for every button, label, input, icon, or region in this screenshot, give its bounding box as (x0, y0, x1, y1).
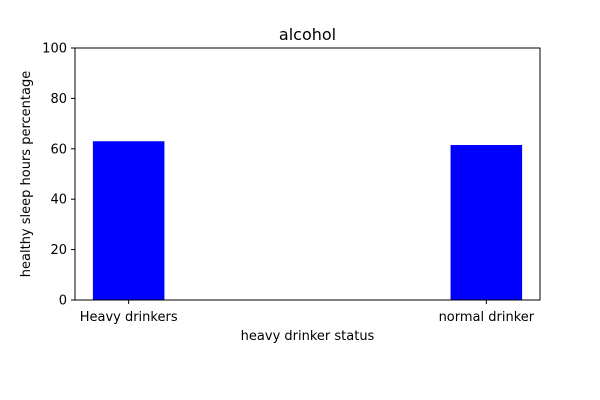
x-tick-label-1: normal drinker (439, 310, 535, 325)
y-tick-label-3: 60 (50, 142, 67, 157)
x-axis-label: heavy drinker status (241, 329, 375, 344)
y-tick-label-0: 0 (59, 294, 67, 309)
y-tick-label-4: 80 (50, 92, 67, 107)
bars-group (92, 141, 523, 300)
y-axis-label: healthy sleep hours percentage (19, 71, 34, 277)
bar-1 (450, 145, 523, 300)
bar-0 (92, 141, 165, 300)
y-tick-label-5: 100 (42, 42, 67, 57)
y-axis-ticks: 0 20 40 60 80 100 (42, 42, 75, 309)
x-axis-ticks: Heavy drinkers normal drinker (80, 300, 535, 325)
y-tick-label-2: 40 (50, 193, 67, 208)
x-tick-label-0: Heavy drinkers (80, 310, 178, 325)
y-tick-label-1: 20 (50, 243, 67, 258)
chart-title: alcohol (279, 25, 336, 44)
plot-frame (74, 47, 541, 301)
